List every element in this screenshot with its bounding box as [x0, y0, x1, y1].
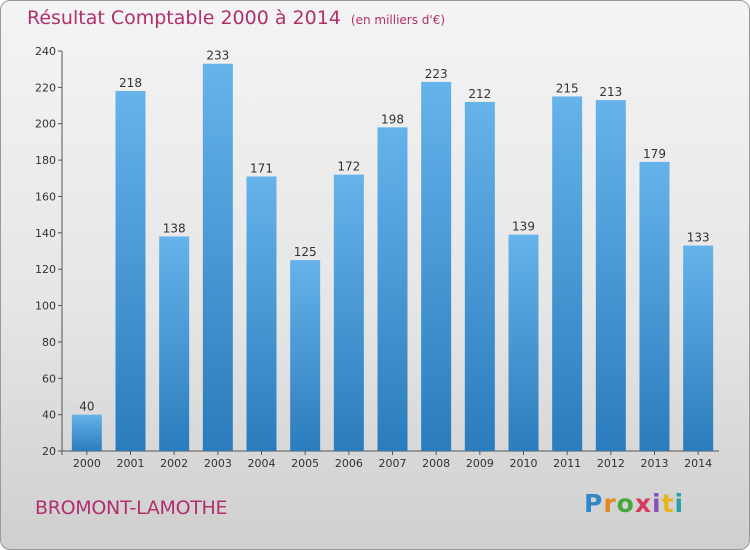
x-tick-label-2005: 2005	[291, 457, 319, 470]
x-tick-label-2011: 2011	[553, 457, 581, 470]
data-label-2000: 40	[79, 400, 94, 414]
bar-2009	[464, 101, 495, 451]
x-tick-label-2013: 2013	[641, 457, 669, 470]
data-label-2014: 133	[687, 231, 710, 245]
y-tick-label: 20	[42, 445, 56, 458]
data-label-2003: 233	[206, 49, 229, 63]
y-tick-label: 40	[42, 409, 56, 422]
y-tick-label: 140	[35, 227, 56, 240]
logo-letter: o	[616, 489, 635, 518]
y-tick-label: 160	[35, 190, 56, 203]
bar-2003	[202, 63, 233, 452]
data-label-2013: 179	[643, 147, 666, 161]
y-tick-label: 200	[35, 118, 56, 131]
city-name: BROMONT-LAMOTHE	[35, 497, 228, 519]
data-label-2011: 215	[556, 81, 579, 95]
data-label-2007: 198	[381, 112, 404, 126]
logo-letter: r	[603, 489, 617, 518]
bar-2000	[71, 414, 102, 451]
data-label-2004: 171	[250, 161, 273, 175]
x-tick-label-2012: 2012	[597, 457, 625, 470]
data-label-2002: 138	[163, 221, 186, 235]
x-tick-label-2004: 2004	[248, 457, 276, 470]
data-label-2001: 218	[119, 76, 142, 90]
data-label-2009: 212	[468, 87, 491, 101]
bar-2010	[508, 234, 539, 451]
x-tick-label-2003: 2003	[204, 457, 232, 470]
bar-2012	[595, 100, 626, 451]
x-tick-label-2008: 2008	[422, 457, 450, 470]
bar-2001	[115, 91, 146, 451]
title-text: Résultat Comptable 2000 à 2014	[27, 7, 341, 29]
data-label-2008: 223	[425, 67, 448, 81]
bar-2014	[683, 245, 714, 451]
bar-2011	[552, 96, 583, 452]
logo-letter: x	[634, 489, 652, 518]
logo-letter: P	[584, 489, 604, 518]
bar-2007	[377, 127, 408, 451]
data-label-2006: 172	[337, 160, 360, 174]
proxiti-logo: Proxiti	[584, 489, 684, 518]
y-tick-label: 100	[35, 300, 56, 313]
y-tick-label: 60	[42, 372, 56, 385]
x-tick-label-2000: 2000	[73, 457, 101, 470]
x-tick-label-2010: 2010	[510, 457, 538, 470]
logo-letter: t	[661, 489, 675, 518]
y-tick-label: 120	[35, 263, 56, 276]
logo-letter: i	[652, 489, 662, 518]
x-tick-label-2006: 2006	[335, 457, 363, 470]
bar-2006	[333, 174, 364, 452]
bar-2004	[246, 176, 277, 452]
logo-letter: i	[674, 489, 685, 518]
data-label-2012: 213	[599, 85, 622, 99]
x-tick-label-2002: 2002	[160, 457, 188, 470]
bar-2008	[421, 81, 452, 451]
x-tick-label-2009: 2009	[466, 457, 494, 470]
chart-title: Résultat Comptable 2000 à 2014 (en millie…	[27, 7, 445, 29]
data-label-2005: 125	[294, 245, 317, 259]
y-tick-label: 180	[35, 154, 56, 167]
data-label-2010: 139	[512, 220, 535, 234]
y-tick-label: 80	[42, 336, 56, 349]
x-tick-label-2014: 2014	[684, 457, 712, 470]
x-tick-label-2007: 2007	[379, 457, 407, 470]
bar-2005	[290, 260, 321, 451]
x-tick-label-2001: 2001	[117, 457, 145, 470]
bar-2002	[159, 236, 190, 451]
bar-2013	[639, 161, 670, 451]
y-tick-label: 220	[35, 81, 56, 94]
y-tick-label: 240	[35, 45, 56, 58]
title-unit: (en milliers d'€)	[350, 13, 446, 27]
